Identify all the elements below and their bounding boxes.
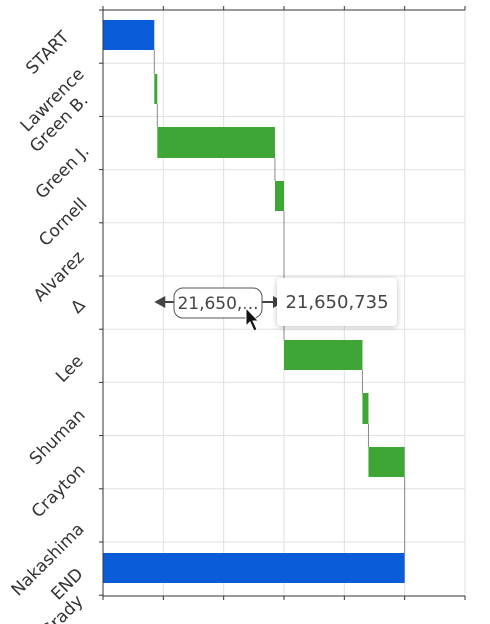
value-tooltip: 21,650,735: [277, 278, 397, 326]
bar-cornell: [274, 181, 284, 211]
category-label-start: START: [22, 27, 74, 79]
bar-crayton: [368, 447, 405, 477]
bar-lee: [284, 340, 363, 370]
bar-start: [103, 20, 155, 50]
bar-shuman: [362, 393, 369, 424]
delta-label: 21,650,...: [177, 294, 258, 314]
category-label-crayton: Crayton: [28, 460, 90, 522]
category-label-lee: Lee: [52, 351, 87, 386]
arrow-cursor-icon: [245, 306, 260, 332]
bar-green-j: [157, 127, 275, 158]
tooltip-value: 21,650,735: [285, 291, 389, 313]
category-label-alvarez: Alvarez: [30, 247, 89, 306]
delta-arrowhead-left: [154, 296, 166, 308]
bar-end: [103, 553, 405, 583]
category-label-cornell: Cornell: [35, 194, 91, 250]
category-label-shuman: Shuman: [26, 405, 90, 469]
category-label-delta: Δ: [67, 295, 90, 318]
bar-green-b: [154, 74, 158, 104]
delta-label-box: [173, 287, 263, 319]
